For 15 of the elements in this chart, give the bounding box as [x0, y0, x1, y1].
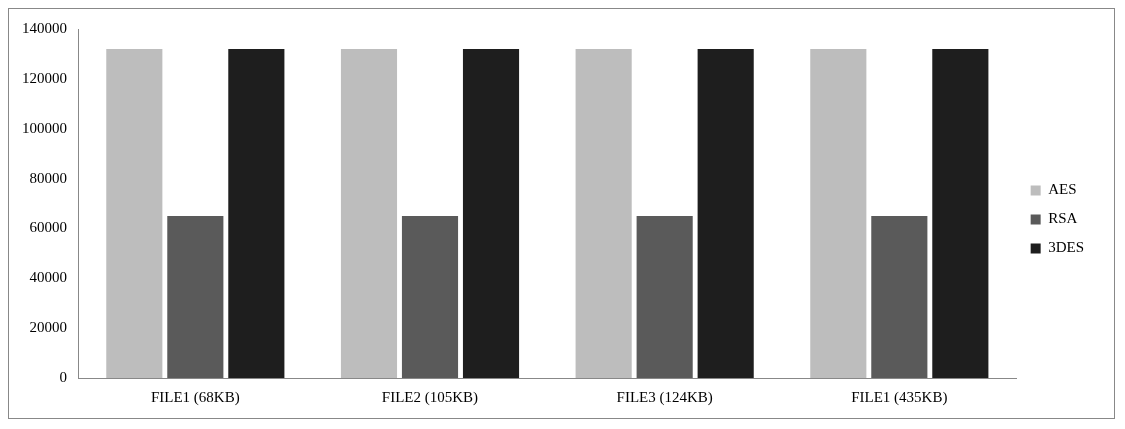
legend-label: 3DES — [1048, 239, 1085, 256]
y-tick-label: 20000 — [29, 319, 67, 336]
y-tick-label: 80000 — [29, 169, 67, 186]
legend-label: RSA — [1048, 210, 1078, 227]
y-tick-label: 40000 — [29, 269, 67, 286]
y-tick-label: 140000 — [22, 19, 67, 36]
x-tick-label: FILE1 (435KB) — [851, 388, 948, 406]
y-tick-label: 60000 — [29, 219, 67, 236]
y-tick-label: 100000 — [22, 119, 67, 136]
x-tick-label: FILE2 (105KB) — [381, 388, 479, 406]
legend-label: AES — [1048, 181, 1077, 198]
y-tick-label: 120000 — [22, 69, 67, 86]
x-tick-label: FILE1 (68KB) — [150, 388, 240, 406]
x-tick-label: FILE3 (124KB) — [616, 388, 713, 406]
y-tick-label: 0 — [59, 368, 67, 385]
